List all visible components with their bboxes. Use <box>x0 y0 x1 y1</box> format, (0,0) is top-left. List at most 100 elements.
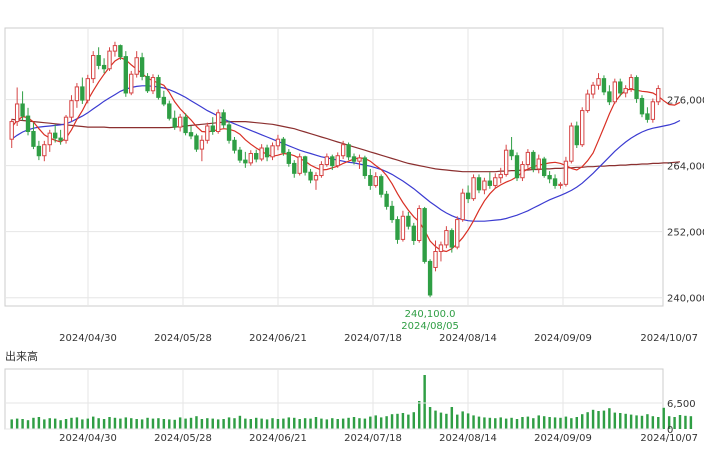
volume-bar <box>591 409 595 429</box>
candle-body-down <box>210 125 215 132</box>
volume-x-tick-label: 2024/09/09 <box>534 433 592 444</box>
volume-bar <box>216 419 220 429</box>
candle <box>80 77 85 104</box>
volume-bar <box>119 418 122 429</box>
candle-body-down <box>20 103 25 117</box>
candle <box>243 151 248 168</box>
candle <box>335 152 340 168</box>
volume-bar <box>75 417 79 429</box>
volume-bar <box>303 418 307 429</box>
volume-bar <box>195 416 198 429</box>
candle <box>145 73 150 93</box>
candle-body-up <box>297 156 302 174</box>
candle-body-up <box>47 132 52 146</box>
candle-body-up <box>612 81 618 103</box>
candle <box>368 168 373 190</box>
volume-bar <box>559 417 562 429</box>
candle <box>471 174 476 201</box>
volume-bar <box>222 419 225 429</box>
candle-body-down <box>96 55 101 66</box>
candle-body-down <box>389 205 395 221</box>
volume-bar <box>347 417 350 429</box>
volume-bar <box>113 417 117 429</box>
candle <box>52 124 58 143</box>
candle <box>541 156 547 178</box>
candle <box>302 155 308 176</box>
volume-bar <box>37 417 41 429</box>
candle <box>232 136 237 154</box>
volume-bar <box>59 420 62 429</box>
volume-bar <box>86 418 90 429</box>
candle <box>123 51 129 97</box>
candle <box>628 74 634 92</box>
candle-body-down <box>302 156 308 173</box>
volume-bar <box>244 418 247 429</box>
volume-bar <box>64 419 68 429</box>
candle-body-up <box>63 116 69 141</box>
volume-bar <box>412 412 416 429</box>
candle <box>112 41 118 57</box>
candle <box>134 51 139 78</box>
candle <box>20 91 25 121</box>
candle-body-up <box>563 160 569 185</box>
candle <box>324 153 330 167</box>
candle-body-up <box>400 215 406 240</box>
volume-bar <box>124 417 128 429</box>
volume-bar <box>439 412 443 429</box>
candle <box>9 118 14 149</box>
volume-bar <box>673 417 676 429</box>
volume-bar <box>526 416 530 429</box>
candle <box>150 74 156 95</box>
volume-bar <box>184 418 187 429</box>
volume-bar <box>450 407 454 429</box>
candle-body-down <box>509 149 514 157</box>
candle <box>601 75 607 96</box>
volume-x-tick-label: 2024/10/07 <box>640 433 698 444</box>
candle <box>574 121 579 149</box>
price-y-tick-label: 252,000 <box>667 228 704 239</box>
volume-bar <box>130 418 133 429</box>
volume-bar <box>238 415 242 429</box>
volume-bar <box>293 417 296 429</box>
candle <box>58 129 63 145</box>
candle <box>558 182 563 189</box>
candle-body-down <box>476 177 482 191</box>
volume-bar <box>564 416 568 429</box>
candle <box>14 87 20 126</box>
volume-bar <box>336 419 339 429</box>
candle <box>449 228 455 253</box>
price-y-tick-label: 240,000 <box>667 294 704 305</box>
candle <box>455 216 460 250</box>
price-x-tick-label: 2024/06/21 <box>249 333 307 344</box>
volume-bar <box>135 419 138 429</box>
candle-body-down <box>167 103 172 119</box>
candle-body-up <box>275 138 281 147</box>
volume-bar <box>532 418 535 429</box>
candle <box>101 58 107 74</box>
candle <box>275 134 281 151</box>
volume-bar <box>140 419 144 429</box>
candle <box>444 226 449 249</box>
volume-bar <box>32 417 35 429</box>
candle-body-down <box>330 156 335 167</box>
price-y-tick-label: 276,000 <box>667 96 704 107</box>
candle-body-up <box>498 173 503 179</box>
volume-bar <box>374 415 377 429</box>
volume-bar <box>233 418 236 429</box>
candle <box>286 149 292 167</box>
price-y-tick-label: 264,000 <box>667 162 704 173</box>
candle <box>552 174 558 189</box>
ma-long-line <box>11 118 681 173</box>
candle <box>172 110 177 130</box>
candle-body-up <box>42 144 47 157</box>
candle <box>618 78 623 97</box>
candle <box>503 144 509 177</box>
candle-body-down <box>156 77 161 98</box>
candle <box>139 52 145 81</box>
candle <box>417 205 422 243</box>
volume-bar <box>211 418 214 429</box>
candle-body-down <box>161 96 167 105</box>
volume-bar <box>575 417 579 429</box>
candle-body-down <box>634 77 639 99</box>
